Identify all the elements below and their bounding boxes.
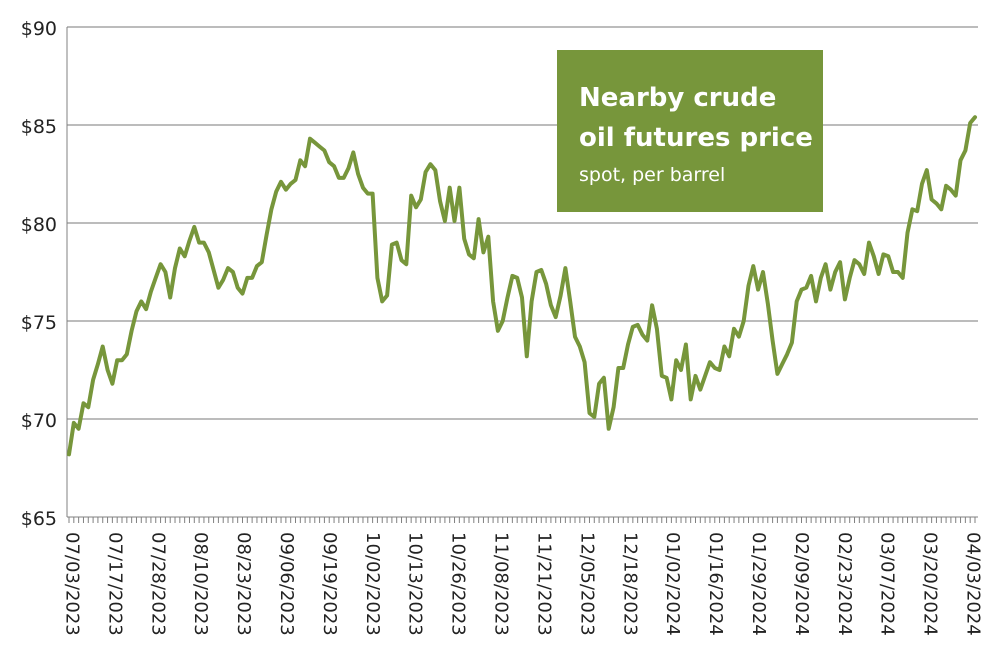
x-tick-label: 12/05/2023 [576,532,597,636]
y-tick-label: $65 [21,508,57,530]
y-tick-label: $70 [21,410,57,432]
y-tick-label: $80 [21,214,57,236]
x-axis-tick-labels: 07/03/2023 07/17/2023 07/28/2023 08/10/2023… [62,532,984,636]
series-layer [67,115,977,457]
x-tick-label: 10/26/2023 [448,532,469,636]
x-tick-label: 01/02/2024 [662,532,683,636]
x-tick-label: 10/02/2023 [362,532,383,636]
x-tick-label: 01/16/2024 [705,532,726,636]
title-box-background [557,50,823,212]
x-tick-label: 07/03/2023 [62,532,83,636]
x-tick-label: 02/23/2024 [834,532,855,636]
y-axis-tick-labels: $90 $85 $80 $75 $70 $65 [21,18,57,530]
x-tick-label: 09/06/2023 [276,532,297,636]
y-tick-label: $85 [21,116,57,138]
chart-title-line-2: oil futures price [579,123,813,153]
y-tick-label: $90 [21,18,57,40]
chart-title-line-1: Nearby crude [579,83,776,113]
x-tick-label: 08/10/2023 [190,532,211,636]
x-tick-label: 03/20/2024 [920,532,941,636]
series-line-crude-oil-price [67,115,977,457]
x-tick-label: 12/18/2023 [619,532,640,636]
x-tick-label: 01/29/2024 [748,532,769,636]
x-tick-label: 04/03/2024 [963,532,984,636]
x-tick-label: 09/19/2023 [319,532,340,636]
x-tick-label: 02/09/2024 [791,532,812,636]
chart-subtitle: spot, per barrel [579,164,725,186]
x-tick-label: 11/21/2023 [533,532,554,636]
x-tick-label: 10/13/2023 [405,532,426,636]
x-tick-label: 03/07/2024 [877,532,898,636]
x-tick-label: 08/23/2023 [233,532,254,636]
x-tick-label: 07/28/2023 [147,532,168,636]
x-tick-label: 07/17/2023 [104,532,125,636]
title-box: Nearby crude oil futures price spot, per… [557,50,823,212]
y-tick-label: $75 [21,312,57,334]
x-tick-label: 11/08/2023 [491,532,512,636]
grid-lines [67,26,978,420]
x-axis-tick-marks [68,517,976,523]
